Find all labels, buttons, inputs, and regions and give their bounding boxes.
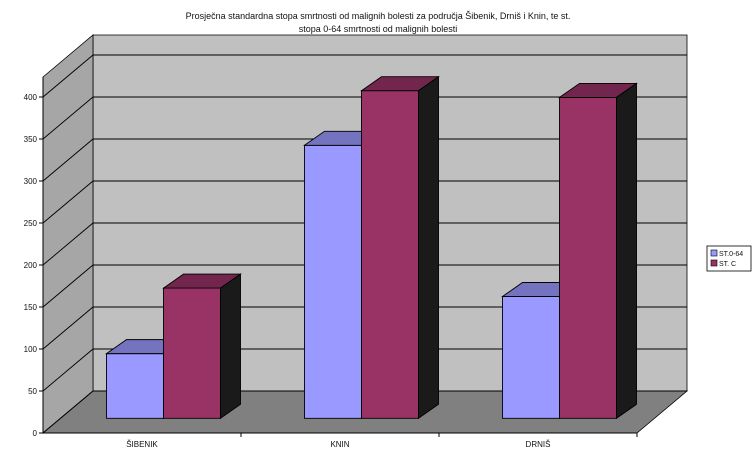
bar-side xyxy=(220,273,241,420)
side-wall xyxy=(42,34,94,434)
x-category-label: ŠIBENIK xyxy=(126,440,158,449)
gridline xyxy=(42,180,687,224)
gridline xyxy=(42,306,687,350)
legend-label: ST.0-64 xyxy=(719,251,743,258)
gridline xyxy=(42,54,687,98)
gridline xyxy=(42,138,687,182)
y-tick-label: 250 xyxy=(24,219,38,228)
bar-side xyxy=(616,82,637,420)
gridline xyxy=(42,222,687,266)
legend-swatch xyxy=(710,249,718,257)
gridline xyxy=(42,390,687,434)
chart-title-line-1: Prosječna standardna stopa smrtnosti od … xyxy=(185,11,571,21)
legend-label: ST. C xyxy=(719,261,736,268)
y-tick-label: 350 xyxy=(24,135,38,144)
legend-swatch xyxy=(710,259,718,267)
chart-title-line-2: stopa 0-64 smrtnosti od malignih bolesti xyxy=(298,24,458,34)
bar xyxy=(106,353,164,419)
chart-title: Prosječna standardna stopa smrtnosti od … xyxy=(0,10,756,36)
x-category-label: DRNIŠ xyxy=(526,440,551,449)
bar xyxy=(361,90,419,419)
x-category-label: KNIN xyxy=(330,440,349,449)
bar-side xyxy=(418,75,439,420)
y-tick-label: 150 xyxy=(24,303,38,312)
y-tick-label: 400 xyxy=(24,93,38,102)
y-tick-label: 0 xyxy=(33,429,38,438)
y-tick-label: 300 xyxy=(24,177,38,186)
gridline xyxy=(42,348,687,392)
gridline xyxy=(42,96,687,140)
bar xyxy=(502,296,560,419)
bar xyxy=(559,96,617,419)
bar xyxy=(163,287,221,419)
y-tick-label: 50 xyxy=(28,387,37,396)
y-tick-label: 100 xyxy=(24,345,38,354)
y-tick-label: 200 xyxy=(24,261,38,270)
bar xyxy=(304,144,362,419)
gridline xyxy=(42,264,687,308)
